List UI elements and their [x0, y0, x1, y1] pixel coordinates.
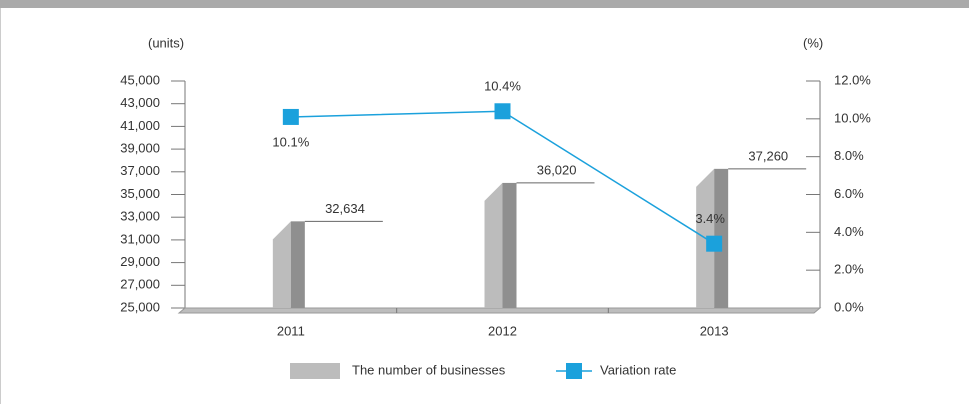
- x-tick-label: 2011: [277, 323, 305, 338]
- y-tick-label: 25,000: [120, 299, 160, 314]
- bar-side: [290, 221, 305, 308]
- bar-side: [502, 182, 517, 308]
- y-tick-label: 43,000: [120, 95, 160, 110]
- y2-tick-label: 4.0%: [834, 224, 864, 239]
- top-bar: [0, 0, 969, 8]
- data-label: 36,020: [537, 162, 577, 177]
- y-tick-label: 33,000: [120, 209, 160, 224]
- marker: [706, 235, 723, 252]
- y-tick-label: 39,000: [120, 141, 160, 156]
- bar: [272, 221, 305, 308]
- y2-tick-label: 10.0%: [834, 110, 871, 125]
- bar-front: [484, 182, 503, 308]
- y2-tick-label: 6.0%: [834, 186, 864, 201]
- y-tick-label: 41,000: [120, 118, 160, 133]
- marker: [282, 108, 299, 125]
- data-label: 3.4%: [695, 211, 725, 226]
- x-tick-label: 2013: [700, 323, 729, 338]
- baseline: [177, 307, 822, 314]
- data-label: 37,260: [748, 148, 788, 163]
- y-axis-title: (units): [148, 35, 184, 50]
- data-label: 10.4%: [484, 79, 521, 94]
- y-tick-label: 27,000: [120, 277, 160, 292]
- y2-tick-label: 12.0%: [834, 72, 871, 87]
- legend-swatch: [566, 363, 582, 379]
- x-tick-label: 2012: [488, 323, 517, 338]
- bar: [484, 182, 517, 308]
- y-tick-label: 29,000: [120, 254, 160, 269]
- marker: [494, 103, 511, 120]
- data-label: 10.1%: [272, 134, 309, 149]
- y-tick-label: 45,000: [120, 72, 160, 87]
- y2-axis-title: (%): [803, 35, 823, 50]
- legend-swatch: [290, 363, 340, 379]
- y-tick-label: 35,000: [120, 186, 160, 201]
- legend-label: The number of businesses: [352, 362, 506, 377]
- y-tick-label: 37,000: [120, 163, 160, 178]
- bar-front: [272, 221, 291, 308]
- y-tick-label: 31,000: [120, 231, 160, 246]
- y2-tick-label: 0.0%: [834, 299, 864, 314]
- data-label: 32,634: [325, 201, 365, 216]
- y2-tick-label: 2.0%: [834, 262, 864, 277]
- legend-label: Variation rate: [600, 362, 676, 377]
- y2-tick-label: 8.0%: [834, 148, 864, 163]
